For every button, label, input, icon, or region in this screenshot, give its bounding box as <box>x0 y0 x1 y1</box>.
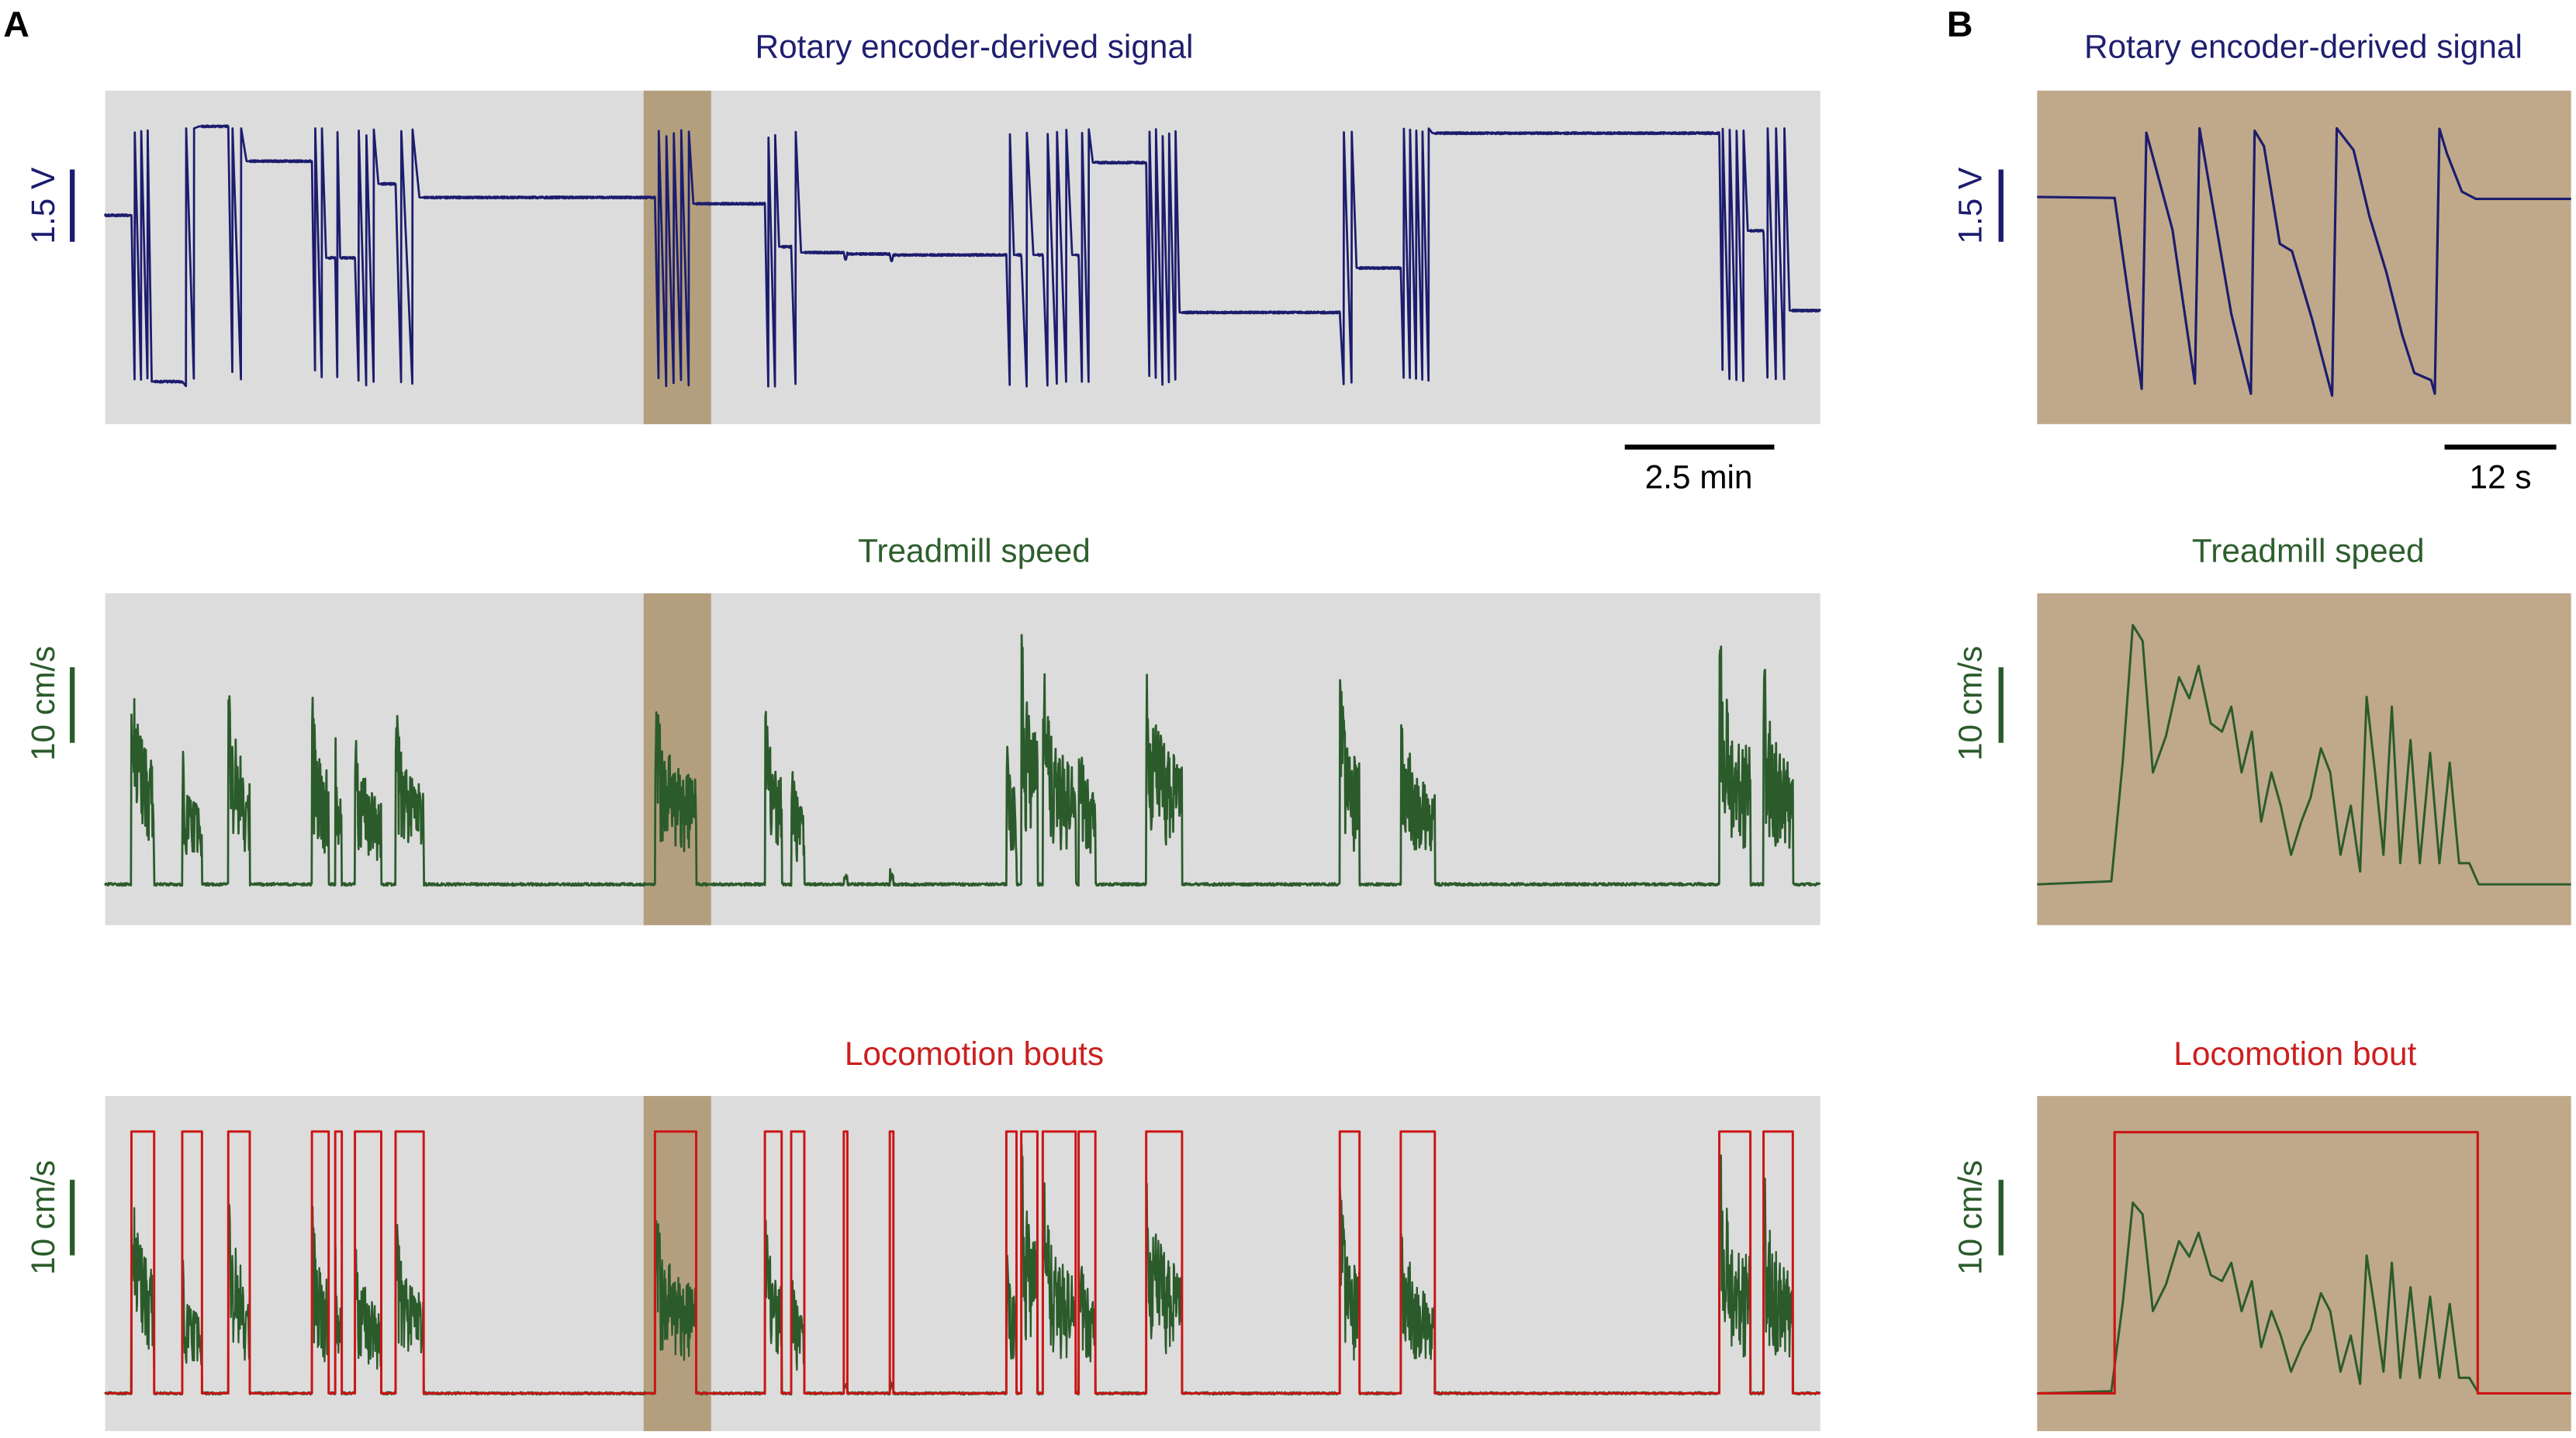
bout-indicator-b <box>2037 1131 2571 1395</box>
panel-b-bout-bg <box>2037 1096 2571 1432</box>
speed-trace-a <box>104 634 1821 887</box>
panel-b-rotary-bg <box>2037 90 2571 424</box>
title-a-speed: Treadmill speed <box>858 533 1091 569</box>
scalebar-b-volt-label: 1.5 V <box>1952 167 1988 244</box>
title-a-rotary: Rotary encoder-derived signal <box>756 29 1194 65</box>
scalebar-b-bout-label: 10 cm/s <box>1952 1160 1988 1275</box>
scalebar-a-bout-label: 10 cm/s <box>25 1160 61 1275</box>
panel-a-speed-bg <box>105 593 1820 925</box>
speed-trace-b-bout <box>2037 1201 2571 1395</box>
highlight-windows <box>643 90 711 1432</box>
scalebar-b-time-label: 12 s <box>2470 458 2532 495</box>
scalebar-a-speed-label: 10 cm/s <box>25 646 61 761</box>
traces <box>104 124 2571 1396</box>
title-a-bouts: Locomotion bouts <box>845 1035 1104 1072</box>
bout-indicator-a <box>105 1130 1820 1395</box>
speed-trace-b <box>2037 624 2571 886</box>
scalebar-a-time-label: 2.5 min <box>1645 458 1753 495</box>
highlight-window-a-bouts <box>643 1096 711 1432</box>
highlight-window-a-speed <box>643 593 711 925</box>
scalebar-a-volt-label: 1.5 V <box>25 167 61 244</box>
panel-label-b: B <box>1947 4 1973 44</box>
title-b-rotary: Rotary encoder-derived signal <box>2084 29 2522 65</box>
rotary-trace-a <box>104 124 1821 388</box>
panel-b-speed-bg <box>2037 593 2571 925</box>
title-b-bout: Locomotion bout <box>2173 1035 2416 1072</box>
scalebar-b-speed-label: 10 cm/s <box>1952 646 1988 761</box>
title-b-speed: Treadmill speed <box>2192 533 2425 569</box>
panel-label-a: A <box>3 4 29 44</box>
panel-a-bouts-bg <box>105 1096 1820 1432</box>
rotary-trace-b <box>2037 126 2571 397</box>
panel-a-rotary-bg <box>105 90 1820 424</box>
